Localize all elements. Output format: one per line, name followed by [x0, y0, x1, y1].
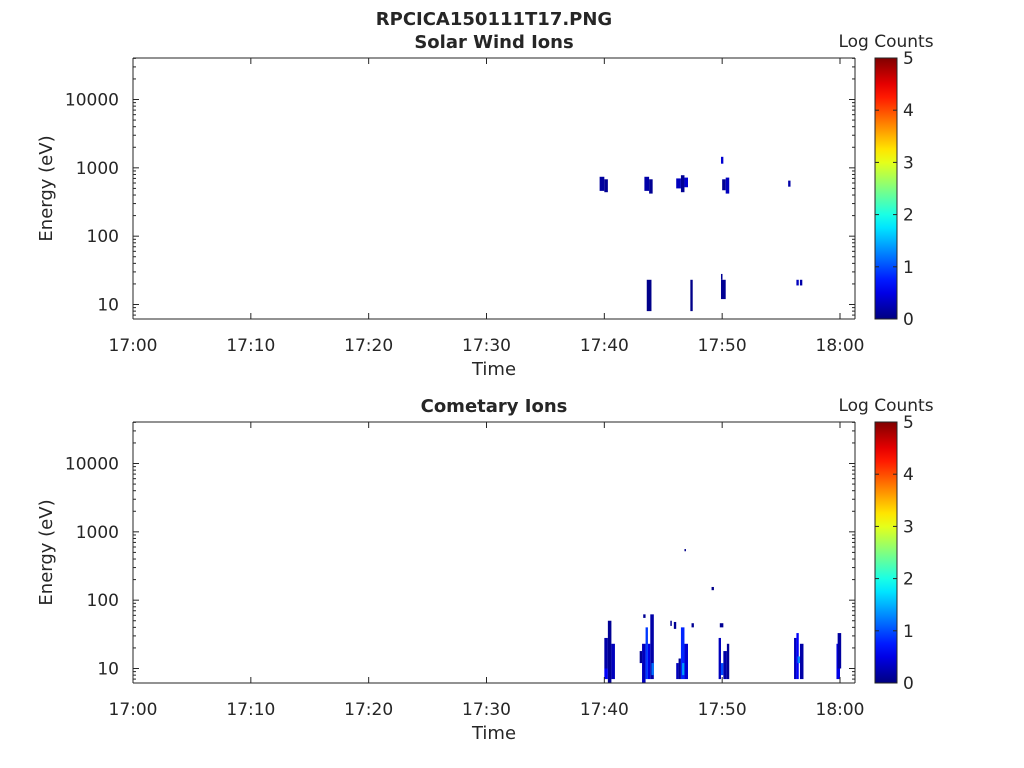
spectrogram-cell	[599, 176, 605, 191]
y-tick-label: 1000	[76, 523, 119, 543]
spectrogram-cells	[599, 156, 803, 312]
colorbar-tick-label: 2	[903, 206, 914, 226]
colorbar-tick-label: 4	[903, 465, 914, 485]
x-tick-label: 18:00	[816, 700, 865, 720]
spectrogram-cell	[678, 658, 681, 680]
spectrogram-cell	[676, 663, 679, 680]
spectrogram-cell	[607, 620, 612, 683]
spectrogram-cell	[725, 177, 730, 194]
spectrogram-cell	[837, 633, 842, 669]
spectrogram-cell	[718, 637, 721, 680]
x-tick-label: 18:00	[816, 336, 865, 356]
spectrogram-cell	[684, 549, 686, 552]
x-tick-label: 17:40	[580, 336, 629, 356]
colorbar-tick-label: 0	[903, 310, 914, 330]
spectrogram-cell	[647, 643, 651, 680]
y-axis-label: Energy (eV)	[36, 499, 57, 605]
colorbar-tick-label: 1	[903, 258, 914, 278]
solar-wind-panel: Solar Wind Ions 17:00 17:10 17:20 17:30 17:40…	[36, 32, 934, 380]
spectrogram-cell	[646, 279, 652, 312]
colorbar-label: Log Counts	[838, 32, 933, 52]
y-tick-label: 10000	[65, 91, 119, 111]
y-tick-label: 100	[87, 591, 119, 611]
spectrogram-cell	[788, 180, 791, 187]
spectrogram-cell	[682, 663, 685, 676]
y-tick-label: 10	[97, 660, 119, 680]
spectrogram-cell	[604, 179, 608, 193]
x-tick-label: 17:20	[344, 700, 393, 720]
y-tick-label: 100	[87, 227, 119, 247]
panel-title: Cometary Ions	[421, 396, 568, 417]
panel-title: Solar Wind Ions	[414, 32, 573, 53]
y-tick-label: 10	[97, 296, 119, 316]
spectrogram-cell	[726, 643, 730, 680]
spectrogram-cell	[796, 633, 799, 680]
spectrogram-cell	[680, 175, 685, 193]
x-tick-label: 17:50	[698, 336, 747, 356]
spectrogram-cell	[691, 623, 694, 628]
spectrogram-cell	[720, 156, 724, 164]
y-tick-label: 10000	[65, 455, 119, 475]
spectrogram-cell	[676, 178, 681, 189]
spectrogram-cell	[799, 279, 803, 286]
spectrogram-cell	[722, 179, 726, 191]
spectrogram-cell	[711, 586, 714, 591]
spectrogram-cell	[643, 614, 646, 618]
colorbar-label: Log Counts	[838, 396, 933, 416]
spectrogram-cell	[649, 179, 653, 194]
spectrogram-cell	[690, 279, 693, 312]
spectrogram-cell	[644, 176, 650, 191]
x-tick-label: 17:10	[226, 336, 275, 356]
colorbar	[874, 57, 898, 320]
cometary-panel: Cometary Ions 17:00 17:10 17:20 17:30 17:40 17…	[36, 396, 934, 744]
spectrogram-cell	[797, 656, 800, 664]
spectrogram-cell	[651, 663, 654, 676]
x-axis-label: Time	[471, 359, 516, 380]
colorbar-tick-label: 3	[903, 153, 914, 173]
spectrogram-cell	[794, 637, 797, 680]
spectrogram-cell	[642, 643, 646, 683]
spectrogram-cell	[684, 177, 688, 188]
figure-title: RPCICA150111T17.PNG	[376, 9, 612, 30]
colorbar-tick-label: 3	[903, 517, 914, 537]
colorbar-tick-label: 5	[903, 413, 914, 433]
spectrogram-cell	[796, 279, 799, 286]
spectrogram-cell	[720, 663, 724, 676]
spectrogram-cell	[645, 627, 648, 680]
spectrogram-cell	[611, 643, 615, 680]
spectrogram-cell	[684, 643, 688, 680]
spectrogram-cell	[719, 623, 724, 628]
spectrogram-cell	[673, 621, 677, 629]
spectrogram-cell	[723, 651, 727, 680]
spectrogram-cell	[650, 614, 654, 680]
spectrogram-cell	[720, 273, 723, 280]
spectrogram-cell	[670, 620, 672, 626]
x-tick-label: 17:40	[580, 700, 629, 720]
spectrogram-cell	[799, 643, 804, 680]
colorbar	[874, 421, 898, 684]
spectrogram-cell	[604, 668, 608, 680]
x-tick-label: 17:00	[109, 700, 158, 720]
x-tick-label: 17:00	[109, 336, 158, 356]
x-tick-label: 17:50	[698, 700, 747, 720]
x-axis-label: Time	[471, 723, 516, 744]
y-axis-label: Energy (eV)	[36, 135, 57, 241]
x-tick-label: 17:30	[462, 336, 511, 356]
spectrogram-cell	[720, 279, 726, 300]
spectrogram-cells	[604, 549, 842, 683]
spectrogram-cell	[680, 627, 685, 680]
x-tick-label: 17:20	[344, 336, 393, 356]
x-tick-label: 17:30	[462, 700, 511, 720]
y-tick-label: 1000	[76, 159, 119, 179]
colorbar-tick-label: 5	[903, 49, 914, 69]
colorbar-tick-label: 2	[903, 570, 914, 590]
spectrogram-cell	[604, 637, 608, 669]
colorbar-tick-label: 4	[903, 101, 914, 121]
colorbar-tick-label: 0	[903, 674, 914, 694]
colorbar-tick-label: 1	[903, 622, 914, 642]
spectrogram-cell	[639, 651, 643, 664]
x-tick-label: 17:10	[226, 700, 275, 720]
